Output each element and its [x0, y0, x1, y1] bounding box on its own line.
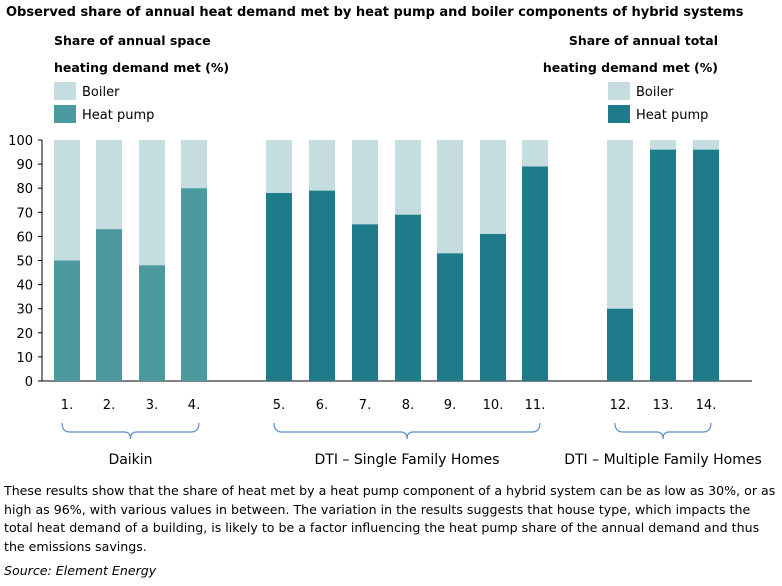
y-tick-label: 0 — [25, 375, 33, 390]
bar-heat-pump-14 — [693, 149, 719, 381]
legend-swatch-1-boiler — [54, 82, 76, 100]
legend-title-1-line1: Share of annual space — [54, 33, 211, 48]
bar-boiler-14 — [693, 140, 719, 150]
x-tick-label: 1. — [61, 398, 73, 413]
legend-swatch-2-boiler — [608, 82, 630, 100]
y-tick-label: 100 — [8, 134, 33, 149]
group-label-2: DTI – Single Family Homes — [315, 452, 500, 468]
bar-heat-pump-10 — [480, 233, 506, 381]
source-note: Source: Element Energy — [4, 563, 157, 578]
bar-heat-pump-5 — [266, 193, 292, 381]
group-label-1: Daikin — [108, 452, 152, 468]
legend-swatch-2-heat-pump — [608, 105, 630, 123]
x-tick-label: 2. — [103, 398, 115, 413]
legend-title-1-line2: heating demand met (%) — [54, 60, 229, 75]
bar-heat-pump-4 — [181, 188, 207, 381]
bar-boiler-7 — [352, 140, 378, 225]
bar-heat-pump-1 — [54, 260, 80, 381]
bar-heat-pump-13 — [650, 149, 676, 381]
bar-heat-pump-12 — [607, 308, 633, 381]
chart: Share of annual space heating demand met … — [8, 33, 762, 468]
x-tick-label: 11. — [525, 398, 546, 413]
legend-label-2-heat-pump: Heat pump — [636, 108, 708, 123]
x-tick-label: 9. — [444, 398, 456, 413]
legend-label-1-heat-pump: Heat pump — [82, 108, 154, 123]
x-tick-label: 8. — [402, 398, 414, 413]
bar-heat-pump-8 — [395, 214, 421, 381]
bar-heat-pump-2 — [96, 229, 122, 381]
y-tick-label: 70 — [16, 206, 33, 221]
bar-boiler-10 — [480, 140, 506, 234]
x-tick-label: 4. — [188, 398, 200, 413]
bar-heat-pump-3 — [139, 265, 165, 381]
legend-label-1-boiler: Boiler — [82, 85, 120, 100]
legend-label-2-boiler: Boiler — [636, 85, 674, 100]
bar-boiler-11 — [522, 140, 548, 167]
bar-boiler-3 — [139, 140, 165, 266]
x-tick-label: 12. — [610, 398, 631, 413]
bar-heat-pump-7 — [352, 224, 378, 381]
x-tick-label: 13. — [653, 398, 674, 413]
group-label-3: DTI – Multiple Family Homes — [564, 452, 762, 468]
bar-boiler-2 — [96, 140, 122, 230]
group-bracket-2 — [273, 422, 541, 440]
bar-boiler-5 — [266, 140, 292, 194]
caption: These results show that the share of hea… — [4, 483, 776, 554]
x-tick-label: 14. — [696, 398, 717, 413]
legend-title-2-line2: heating demand met (%) — [543, 60, 718, 75]
bar-boiler-4 — [181, 140, 207, 189]
bar-boiler-1 — [54, 140, 80, 261]
group-bracket-3 — [614, 422, 712, 440]
y-tick-label: 60 — [16, 230, 33, 245]
y-tick-label: 50 — [16, 255, 33, 270]
legend-swatch-1-heat-pump — [54, 105, 76, 123]
y-tick-label: 20 — [16, 327, 33, 342]
bar-boiler-6 — [309, 140, 335, 191]
bar-heat-pump-11 — [522, 166, 548, 381]
y-tick-label: 40 — [16, 279, 33, 294]
y-tick-label: 10 — [16, 351, 33, 366]
bar-boiler-8 — [395, 140, 421, 215]
bar-boiler-12 — [607, 140, 633, 309]
y-tick-label: 30 — [16, 303, 33, 318]
bar-heat-pump-9 — [437, 253, 463, 381]
y-tick-label: 90 — [16, 158, 33, 173]
bar-boiler-9 — [437, 140, 463, 254]
group-bracket-1 — [61, 422, 200, 440]
x-tick-label: 10. — [483, 398, 504, 413]
y-tick-label: 80 — [16, 182, 33, 197]
chart-title: Observed share of annual heat demand met… — [6, 5, 744, 20]
x-tick-label: 7. — [359, 398, 371, 413]
x-tick-label: 5. — [273, 398, 285, 413]
x-tick-label: 6. — [316, 398, 328, 413]
bar-heat-pump-6 — [309, 190, 335, 381]
bar-boiler-13 — [650, 140, 676, 150]
x-tick-label: 3. — [146, 398, 158, 413]
legend-title-2-line1: Share of annual total — [569, 33, 718, 48]
